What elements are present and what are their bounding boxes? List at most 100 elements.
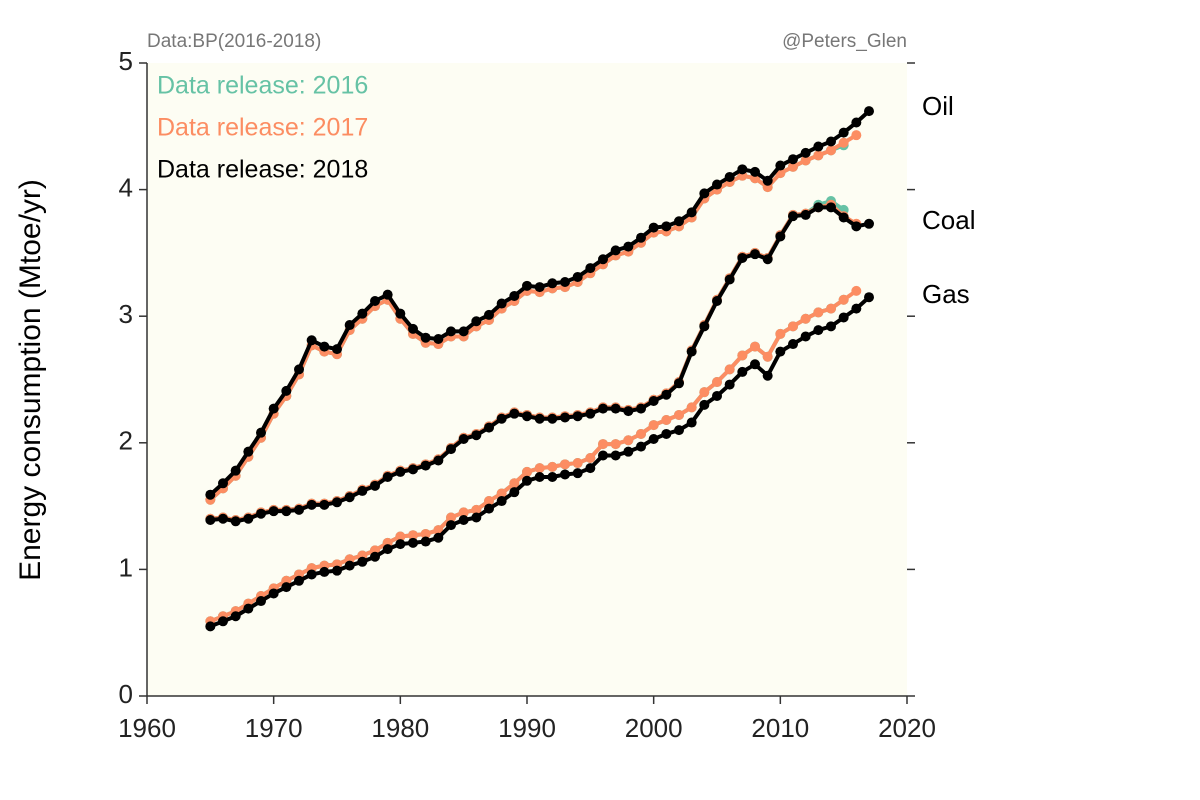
point — [395, 466, 406, 477]
point — [826, 145, 836, 156]
point — [623, 406, 634, 417]
point — [648, 396, 659, 407]
point — [686, 402, 697, 413]
point — [712, 390, 722, 401]
point — [306, 499, 317, 510]
point — [813, 150, 824, 161]
point — [382, 471, 393, 482]
point — [332, 497, 342, 508]
point — [775, 328, 786, 339]
point — [446, 444, 456, 455]
point — [699, 387, 710, 398]
point — [648, 434, 659, 445]
point — [648, 420, 659, 431]
point — [813, 202, 824, 213]
point — [408, 537, 418, 548]
point — [699, 188, 710, 199]
point — [433, 333, 444, 344]
point — [712, 179, 722, 190]
point — [357, 485, 368, 496]
point — [509, 290, 520, 301]
point — [788, 211, 798, 222]
point — [585, 452, 596, 463]
point — [686, 417, 697, 428]
point — [585, 408, 596, 419]
point — [585, 463, 596, 474]
point — [281, 506, 292, 517]
point — [610, 403, 621, 414]
point — [610, 439, 621, 450]
point — [471, 316, 482, 327]
point — [332, 565, 342, 576]
point — [471, 430, 482, 441]
point — [547, 278, 558, 289]
point — [864, 106, 874, 117]
point — [699, 321, 710, 332]
point — [598, 403, 608, 414]
point — [370, 480, 380, 491]
point — [851, 221, 862, 232]
point — [420, 460, 431, 471]
y-axis-label: Energy consumption (Mtoe/yr) — [14, 179, 47, 581]
point — [446, 512, 456, 523]
x-tick-label: 2020 — [878, 713, 936, 743]
point — [813, 325, 824, 336]
point — [813, 141, 824, 152]
point — [484, 309, 494, 320]
point — [496, 496, 507, 507]
point — [547, 413, 558, 424]
point — [610, 450, 621, 461]
point — [395, 308, 406, 319]
point — [205, 489, 216, 500]
series-line — [208, 133, 858, 502]
point — [332, 344, 342, 355]
point — [800, 209, 811, 220]
point — [471, 504, 482, 515]
point — [686, 346, 697, 357]
point — [864, 218, 874, 229]
point — [775, 160, 786, 171]
point — [534, 471, 545, 482]
point — [724, 274, 735, 285]
point — [522, 411, 532, 422]
point — [598, 439, 608, 450]
point — [572, 271, 583, 282]
point — [433, 455, 444, 466]
point — [205, 515, 216, 526]
point — [433, 532, 444, 543]
point — [243, 513, 254, 524]
point — [572, 458, 583, 469]
point — [674, 216, 684, 227]
point — [268, 506, 279, 517]
point — [294, 575, 304, 586]
fuel-label: Oil — [922, 91, 954, 121]
point — [674, 378, 684, 389]
point — [484, 496, 494, 507]
source-note: Data:BP(2016-2018) — [147, 31, 321, 52]
point — [762, 175, 773, 186]
point — [496, 298, 507, 309]
point — [458, 507, 469, 518]
point — [775, 231, 786, 242]
point — [636, 441, 646, 452]
point — [686, 207, 697, 218]
point — [382, 289, 393, 300]
point — [636, 428, 646, 439]
point — [458, 434, 469, 445]
point — [800, 155, 811, 166]
point — [560, 277, 570, 288]
point — [724, 171, 735, 182]
point — [572, 411, 583, 422]
point — [674, 409, 684, 420]
point — [800, 331, 811, 342]
x-tick-label: 1970 — [245, 713, 303, 743]
x-tick-label: 2000 — [625, 713, 683, 743]
point — [610, 245, 621, 256]
point — [699, 399, 710, 410]
point — [636, 403, 646, 414]
point — [750, 166, 760, 177]
point — [218, 478, 228, 489]
x-tick-label: 1980 — [371, 713, 429, 743]
y-tick-label: 2 — [119, 426, 133, 456]
point — [737, 252, 748, 263]
